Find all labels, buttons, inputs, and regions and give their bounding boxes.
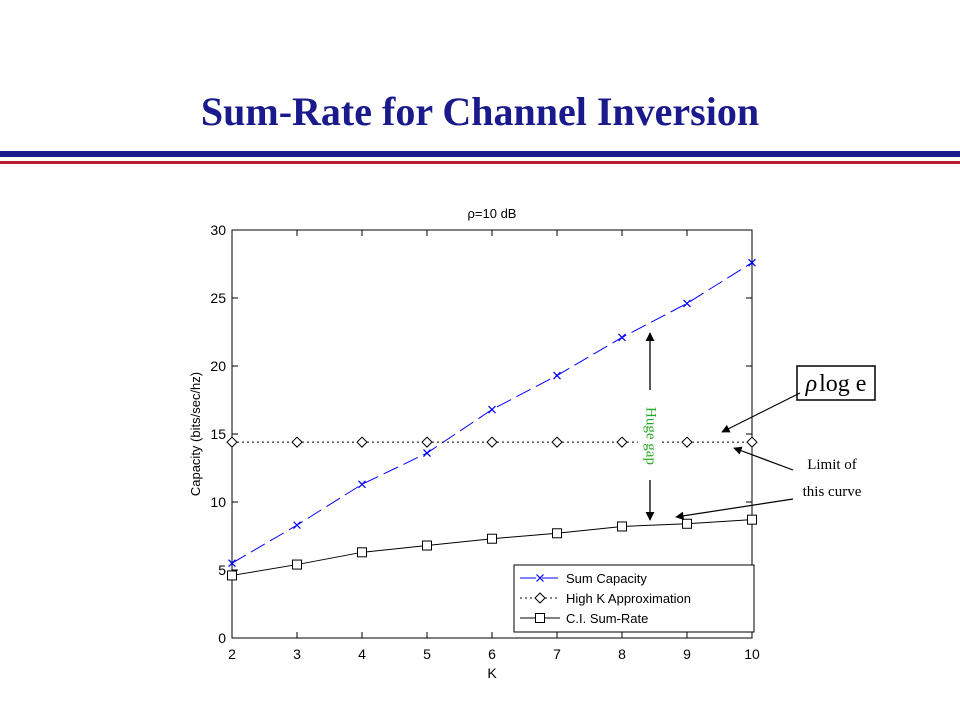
legend-swatch-marker (534, 592, 546, 604)
point-c-i-sum-rate (617, 521, 627, 532)
point-high-k-approximation (291, 436, 303, 448)
limit-arrow-lower (675, 498, 794, 521)
legend-swatch-marker (535, 613, 545, 623)
point-c-i-sum-rate (487, 533, 497, 544)
x-tick-label: 8 (618, 646, 626, 662)
y-tick-label: 0 (218, 630, 226, 646)
point-c-i-sum-rate (552, 528, 562, 539)
point-c-i-sum-rate (357, 547, 367, 558)
legend-swatch-marker (536, 574, 544, 582)
gap-label-bg (638, 390, 662, 480)
x-tick-label: 4 (358, 646, 366, 662)
chart-title: ρ=10 dB (468, 206, 517, 221)
point-sum-capacity (228, 559, 236, 568)
legend-box (513, 564, 755, 633)
point-sum-capacity (423, 449, 431, 457)
point-c-i-sum-rate (682, 518, 692, 529)
y-tick-label: 5 (218, 562, 226, 578)
point-c-i-sum-rate (292, 559, 302, 570)
limit-label-line2: this curve (803, 484, 862, 500)
x-tick-label: 6 (488, 646, 496, 662)
formula-rho: ρ (805, 371, 818, 397)
point-c-i-sum-rate (227, 570, 237, 581)
point-sum-capacity (618, 333, 626, 342)
series-line-sum-capacity (231, 262, 753, 564)
point-sum-capacity (553, 371, 561, 380)
point-high-k-approximation (681, 436, 693, 448)
x-axis-label: K (487, 665, 497, 681)
point-high-k-approximation (616, 436, 628, 448)
y-tick-label: 25 (210, 290, 226, 306)
y-tick-label: 15 (210, 426, 226, 442)
x-tick-label: 7 (553, 646, 561, 662)
point-sum-capacity (488, 405, 496, 414)
y-tick-label: 30 (210, 222, 226, 238)
y-tick-label: 20 (210, 358, 226, 374)
formula-box (796, 365, 876, 401)
slide-title: Sum-Rate for Channel Inversion (200, 89, 760, 134)
y-axis-label: Capacity (bits/sec/hz) (188, 372, 203, 496)
x-tick-label: 2 (228, 646, 236, 662)
x-tick-label: 5 (423, 646, 431, 662)
formula-label: ρlog e (805, 371, 867, 397)
point-c-i-sum-rate (422, 540, 432, 551)
x-tick-label: 9 (683, 646, 691, 662)
point-high-k-approximation (226, 436, 238, 448)
y-tick-label: 10 (210, 494, 226, 510)
limit-label-line1: Limit of (807, 457, 857, 473)
legend-label: C.I. Sum-Rate (566, 611, 648, 626)
point-high-k-approximation (356, 436, 368, 448)
x-tick-label: 10 (744, 646, 760, 662)
point-high-k-approximation (486, 436, 498, 448)
x-tick-label: 3 (293, 646, 301, 662)
point-sum-capacity (293, 521, 301, 530)
gap-label: Huge gap (643, 407, 659, 465)
limit-arrow-upper (733, 446, 794, 471)
point-high-k-approximation (551, 436, 563, 448)
legend-label: High K Approximation (566, 591, 691, 606)
legend-label: Sum Capacity (566, 571, 647, 586)
point-sum-capacity (683, 299, 691, 308)
point-c-i-sum-rate (747, 514, 757, 525)
title-rule-red (0, 161, 960, 164)
point-high-k-approximation (746, 436, 758, 448)
point-sum-capacity (358, 480, 366, 489)
point-high-k-approximation (421, 436, 433, 448)
formula-log-e: log e (819, 371, 866, 397)
title-rule-blue (0, 151, 960, 157)
point-sum-capacity (748, 258, 756, 267)
formula-arrow (721, 392, 801, 433)
